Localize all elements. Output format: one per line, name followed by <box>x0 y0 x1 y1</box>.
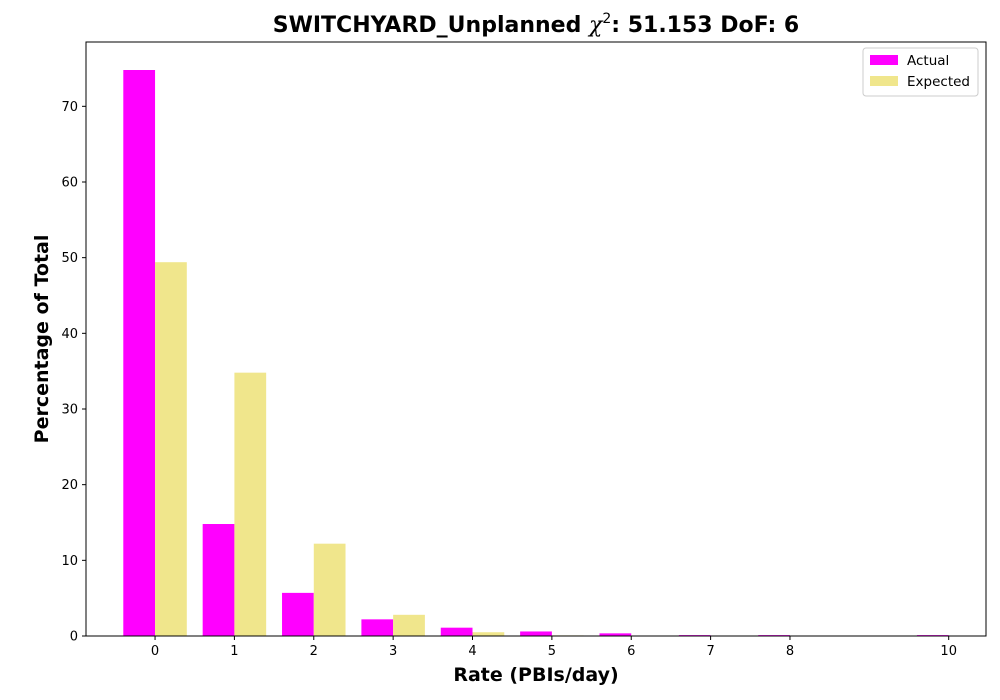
bar-expected-0 <box>155 262 187 636</box>
bar-actual-6 <box>599 633 632 636</box>
x-tick-label: 0 <box>151 644 159 659</box>
chart-title-prefix: SWITCHYARD_Unplanned <box>273 13 589 38</box>
x-axis-label: Rate (PBIs/day) <box>453 664 618 686</box>
chart-title-chi-exponent: 2 <box>602 11 611 27</box>
x-tick-label: 4 <box>468 644 476 659</box>
x-tick-label: 5 <box>548 644 556 659</box>
bar-actual-1 <box>202 524 235 636</box>
y-axis-label: Percentage of Total <box>31 235 53 444</box>
y-tick-label: 70 <box>61 100 78 115</box>
y-tick-label: 20 <box>61 478 78 493</box>
legend-swatch-actual <box>870 55 898 65</box>
plot-area: 0 1 2 3 4 5 6 7 8 10 0 10 20 30 40 50 60 70 Actual Expected <box>61 41 987 659</box>
y-tick-label: 0 <box>70 630 78 645</box>
y-tick-label: 40 <box>61 327 78 342</box>
bar-expected-1 <box>234 372 267 636</box>
legend-swatch-expected <box>870 76 898 86</box>
x-tick-label: 2 <box>310 644 318 659</box>
chart-title-suffix: : 51.153 DoF: 6 <box>611 13 799 38</box>
y-tick-label: 50 <box>61 251 78 266</box>
bar-actual-5 <box>520 631 552 636</box>
chart-title: SWITCHYARD_Unplanned χ2: 51.153 DoF: 6 <box>273 11 799 38</box>
legend-label-actual: Actual <box>907 53 949 69</box>
bar-expected-4 <box>472 632 505 636</box>
bar-expected-2 <box>313 543 346 636</box>
x-tick-label: 6 <box>627 644 635 659</box>
x-tick-label: 8 <box>786 644 794 659</box>
y-tick-label: 60 <box>61 175 78 190</box>
chart-title-chi-symbol: χ <box>587 13 604 38</box>
bar-actual-2 <box>282 592 314 636</box>
legend-label-expected: Expected <box>907 74 970 90</box>
x-tick-label: 1 <box>230 644 238 659</box>
plot-frame <box>85 41 987 637</box>
x-tick-label: 7 <box>706 644 714 659</box>
bar-actual-4 <box>440 627 473 636</box>
x-tick-label: 10 <box>940 644 957 659</box>
x-tick-label: 3 <box>389 644 397 659</box>
y-tick-label: 10 <box>61 554 78 569</box>
bar-expected-3 <box>393 614 425 636</box>
bar-actual-3 <box>361 619 394 636</box>
bar-actual-0 <box>123 70 156 636</box>
y-tick-label: 30 <box>61 402 78 417</box>
